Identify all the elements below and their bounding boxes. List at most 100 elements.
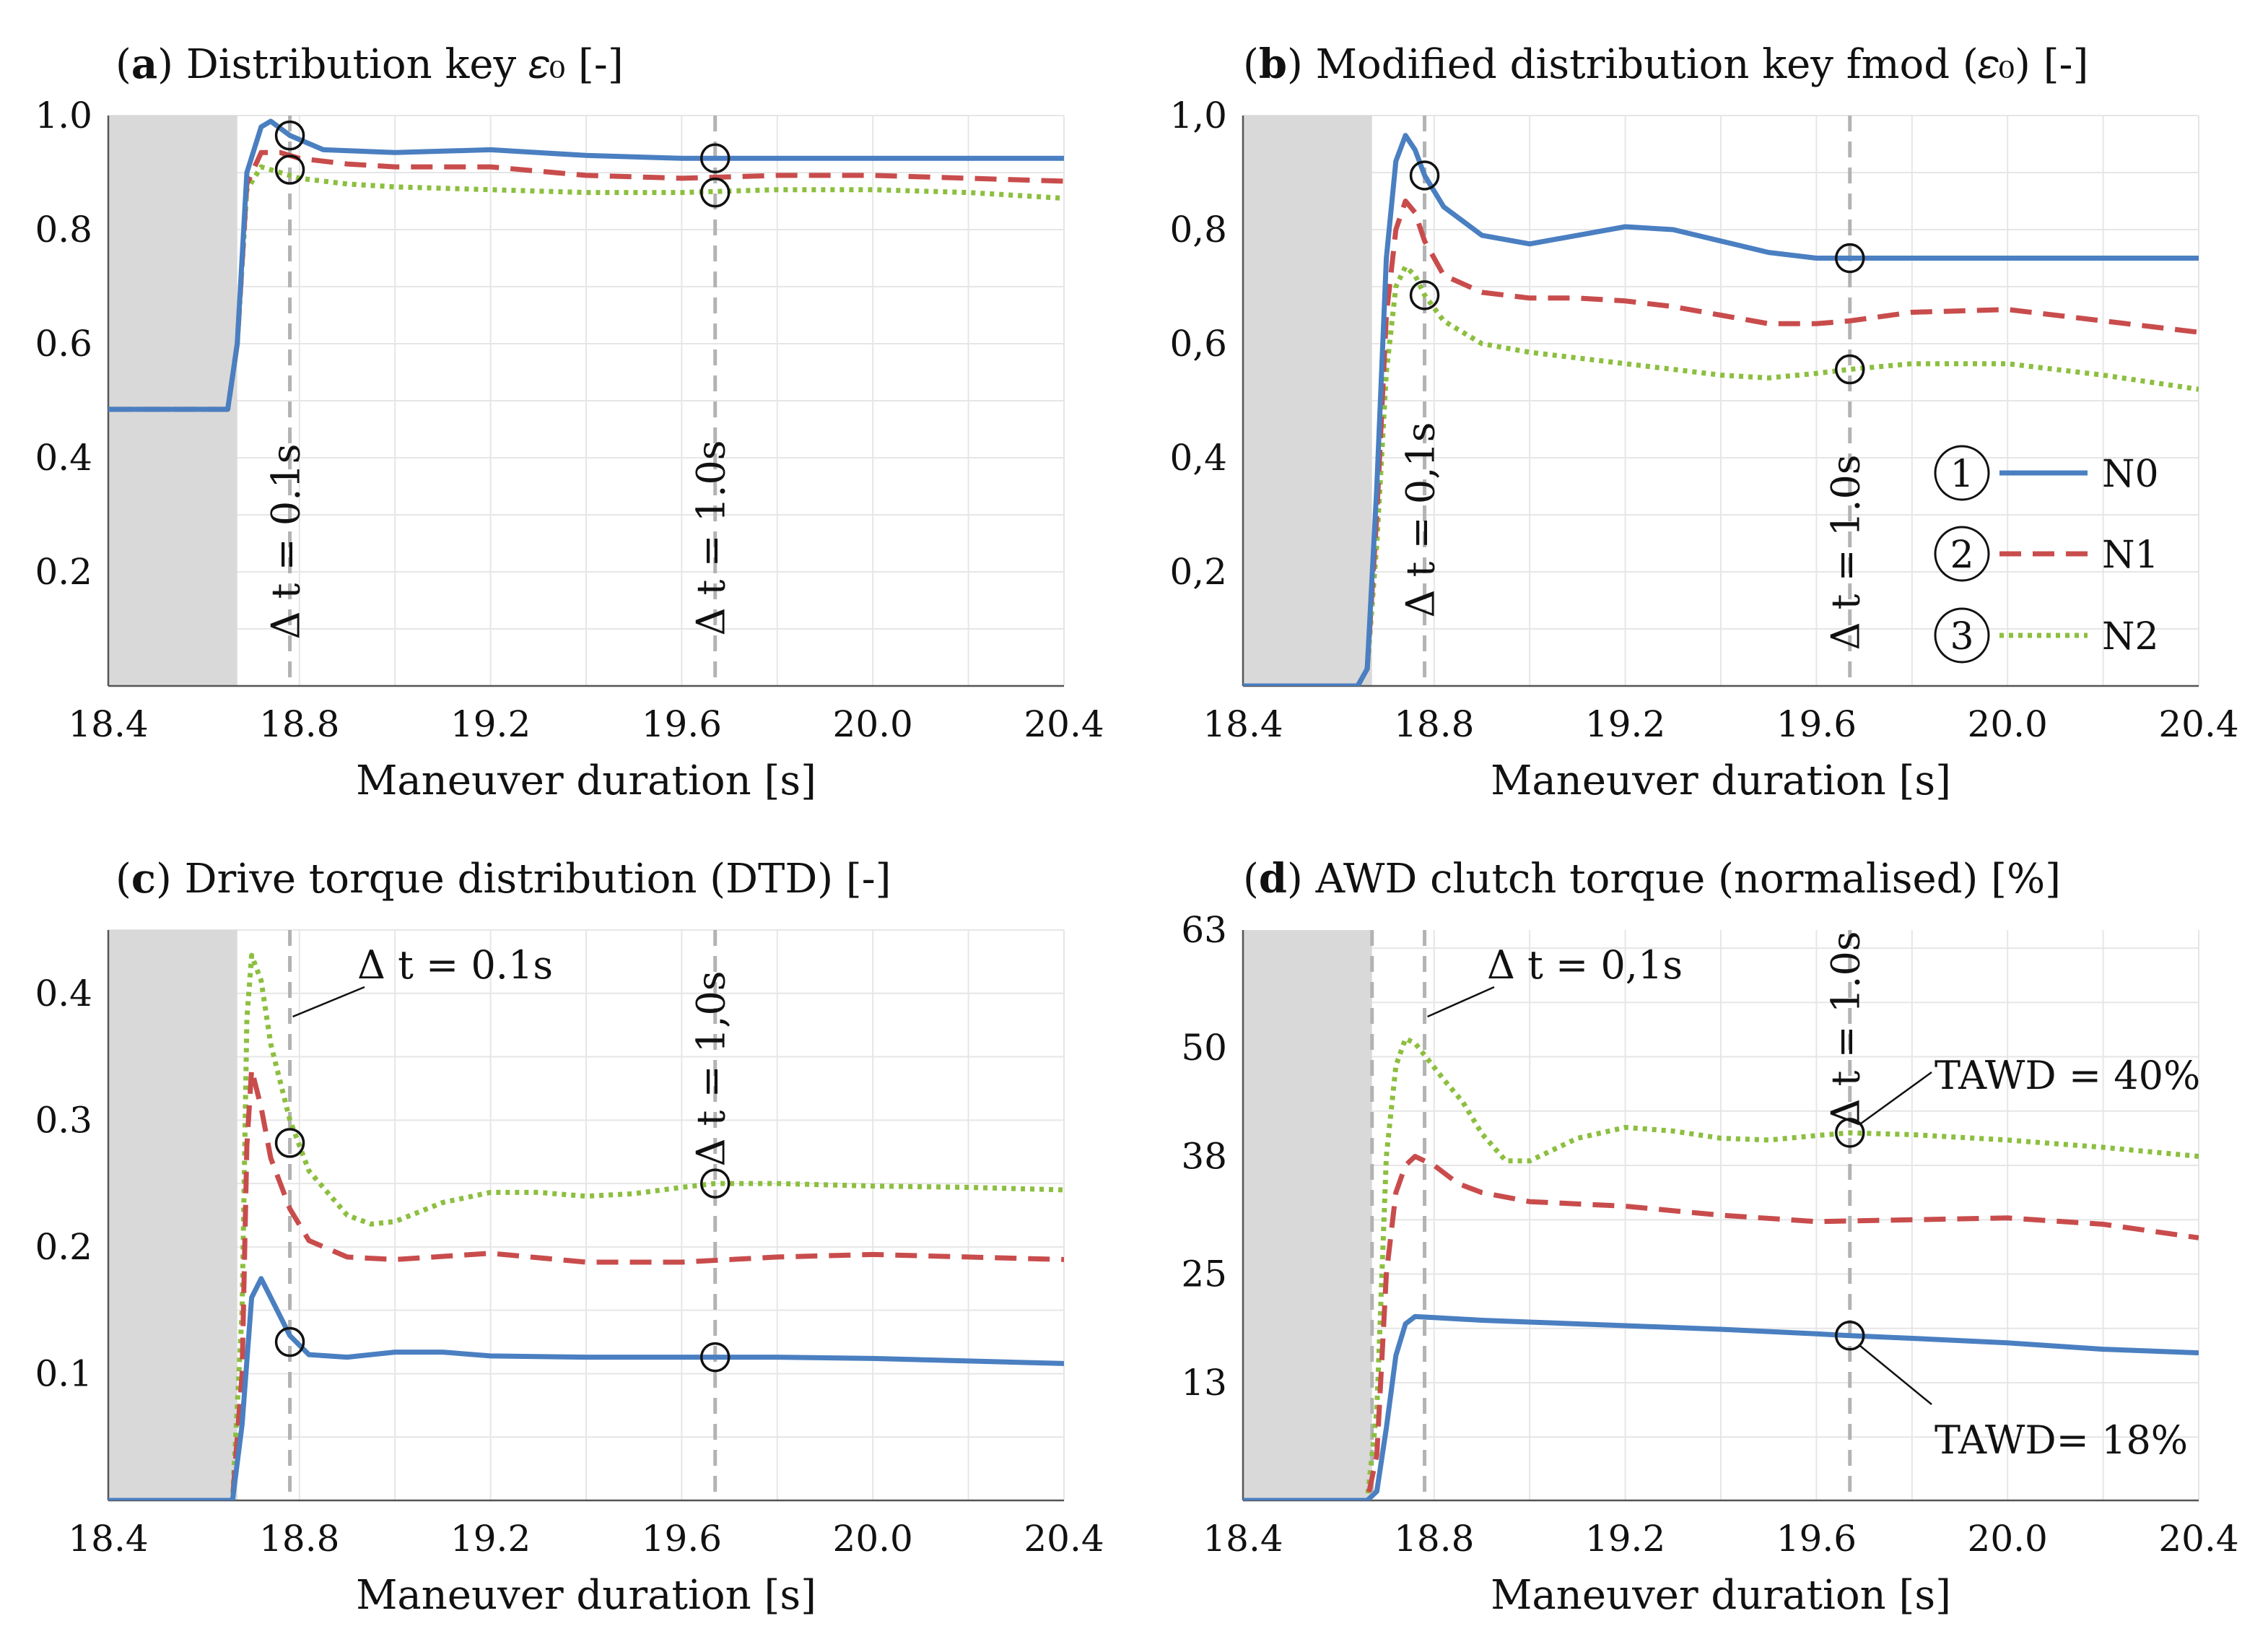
panel-b-title: (b) Modified distribution key fmod (𝜀₀) … [1243,40,2088,88]
legend-badge-2 [1934,526,1990,582]
panel-b-xtick-label: 19.2 [1585,703,1665,745]
panel-a-shaded-region [108,116,237,686]
panel-d-xtick-label: 20.4 [2158,1518,2238,1560]
panel-d-series-n1 [1243,1154,2199,1500]
panel-c-xtick-label: 20.0 [833,1518,913,1560]
panel-c-xtick-label: 19.2 [450,1518,531,1560]
legend-item-n0: 1 N0 [1934,445,2159,501]
legend-badge-1 [1934,445,1990,501]
panel-c-xtick-label: 19.6 [642,1518,722,1560]
panel-d-xtick-label: 18.4 [1203,1518,1283,1560]
panel-d-xtick-label: 20.0 [1968,1518,2048,1560]
panel-d-annotation-leader [1859,1344,1932,1405]
legend-badge-3 [1934,607,1990,664]
panel-b-xlabel: Maneuver duration [s] [1491,757,1951,804]
panel-a-xlabel: Maneuver duration [s] [356,757,816,804]
panel-a-xtick-label: 20.0 [833,703,913,745]
panel-a-series-group [108,118,1064,412]
panel-d-marker [1834,1321,1865,1351]
panel-c-series-n0 [108,1276,1064,1500]
panel-a-xtick-label: 18.8 [259,703,339,745]
panel-a-ytick-label: 0.4 [35,437,92,479]
panel-b-xtick-label: 19.6 [1776,703,1857,745]
panel-c-ytick-label: 0.1 [35,1352,92,1394]
panel-b-series-n1 [1243,199,2199,686]
panel-a-grid [108,115,1065,686]
legend-badge-1-label: 1 [1950,453,1973,496]
panel-b-marker [1834,354,1865,385]
panel-a-ytick-label: 1.0 [35,95,92,136]
panel-c-xtick-label: 18.8 [259,1518,339,1560]
panel-a-marker [699,143,730,173]
panel-c-ytick-label: 0.2 [35,1226,92,1268]
panel-c-series-n2 [108,952,1064,1500]
legend-label-n2: N2 [2102,615,2159,659]
panel-c-marker [699,1342,730,1373]
panel-a-ytick-label: 0.8 [35,209,92,251]
panel-b-series-n2 [1243,264,2199,686]
panel-c-series-n1 [108,1066,1064,1500]
panel-d-series-group [1243,1036,2199,1500]
panel-a-series-n0 [108,118,1064,412]
panel-c-xtick-label: 18.4 [68,1518,148,1560]
panel-b-ytick-label: 0,2 [1169,551,1227,593]
panel-a-ytick-label: 0.6 [35,323,92,365]
panel-d-ytick-label: 38 [1181,1135,1227,1177]
panel-b-series-group [1243,133,2199,686]
panel-a: 18.4 18.8 19.2 19.6 20.0 20.4 0.2 0.4 0.6 0.8 1.0 Δ… [35,95,1104,745]
panel-a-xtick-label: 20.4 [1024,703,1104,745]
panel-b-vline-label: Δ t = 0,1s [1398,422,1444,617]
panel-c-xtick-label: 20.4 [1024,1518,1104,1560]
panel-b-shaded-region [1243,116,1372,686]
panel-b-ytick-label: 0,8 [1169,209,1227,251]
panel-d-ytick-label: 50 [1181,1027,1227,1069]
panel-b: 18.4 18.8 19.2 19.6 20.0 20.4 0,2 0,4 0,6 0,8 1,0 Δ… [1169,95,2238,745]
panel-d-xtick-label: 19.6 [1776,1518,1857,1560]
panel-c-ytick-label: 0.4 [35,973,92,1014]
legend: 1 N0 2 N1 3 N2 [1934,445,2159,664]
panel-d-vline-leader [1427,986,1495,1018]
panel-d-xtick-label: 18.8 [1394,1518,1474,1560]
panel-a-title: (a) Distribution key 𝜀₀ [-] [115,40,624,88]
panel-a-vline-label: Δ t = 0.1s [263,443,309,639]
panel-b-xtick-label: 18.8 [1394,703,1474,745]
panel-d-shaded-region [1243,930,1372,1500]
panel-d: 18.4 18.8 19.2 19.6 20.0 20.4 13 25 38 50 63 Δ t = … [1181,909,2238,1560]
panel-b-xtick-label: 18.4 [1203,703,1283,745]
panel-c-vline-leader [292,986,365,1018]
panel-b-xtick-label: 20.0 [1968,703,2048,745]
panel-d-ytick-label: 25 [1181,1253,1227,1295]
panel-b-ytick-label: 0,4 [1169,437,1227,479]
legend-label-n0: N0 [2102,453,2159,496]
panel-a-marker [274,155,305,185]
panel-a-xtick-label: 19.6 [642,703,722,745]
panel-b-xtick-label: 20.4 [2158,703,2238,745]
legend-badge-2-label: 2 [1950,534,1973,577]
panel-c-xlabel: Maneuver duration [s] [356,1572,816,1619]
panel-d-title: (d) AWD clutch torque (normalised) [%] [1243,855,2061,903]
panel-b-series-n0 [1243,133,2199,686]
panel-d-vline-label: Δ t = 0,1s [1487,942,1683,988]
panel-d-ytick-label: 13 [1181,1362,1227,1404]
panel-d-series-n2 [1243,1036,2199,1500]
panel-c-marker [699,1168,730,1199]
panel-d-ytick-label: 63 [1181,909,1227,951]
legend-label-n1: N1 [2102,534,2159,577]
panel-b-grid [1242,115,2199,686]
panel-c-vline-label: Δ t = 1,0s [689,970,734,1166]
panel-c-grid [108,929,1065,1500]
panel-d-annotation: TAWD = 40% [1935,1053,2200,1098]
panel-b-marker [1409,160,1440,191]
panel-d-vline-label: Δ t = 1.0s [1823,931,1869,1126]
panel-c-shaded-region [108,930,237,1500]
panel-d-xlabel: Maneuver duration [s] [1491,1572,1951,1619]
panel-b-marker [1409,280,1440,310]
panel-a-xtick-label: 19.2 [450,703,531,745]
panel-c-vline-label: Δ t = 0.1s [357,942,553,988]
panel-d-annotation: TAWD= 18% [1935,1417,2188,1463]
panel-a-marker [274,120,305,151]
panel-a-xtick-label: 18.4 [68,703,148,745]
legend-item-n1: 2 N1 [1934,526,2159,582]
panel-b-marker [1834,243,1865,274]
